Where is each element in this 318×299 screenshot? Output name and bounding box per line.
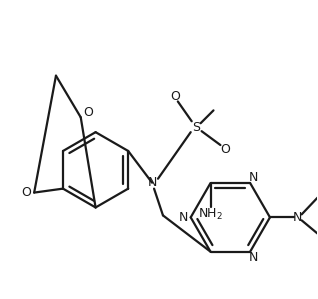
Text: N: N [249, 251, 258, 264]
Text: N: N [249, 170, 258, 184]
Text: N: N [293, 211, 302, 224]
Text: N: N [179, 211, 189, 224]
Text: N: N [147, 176, 157, 189]
Text: NH$_2$: NH$_2$ [198, 207, 223, 222]
Text: S: S [192, 121, 200, 134]
Text: O: O [220, 143, 230, 155]
Text: O: O [21, 186, 31, 199]
Text: O: O [170, 90, 180, 103]
Text: O: O [84, 106, 93, 119]
